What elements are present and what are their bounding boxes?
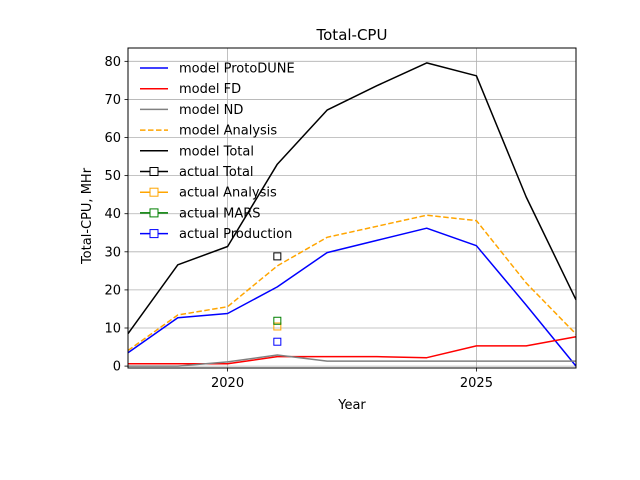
- y-axis-ticks: 0 10 20 30 40 50 60 70 80: [104, 55, 128, 375]
- legend-label: actual Analysis: [179, 186, 277, 201]
- legend-marker: [149, 187, 159, 197]
- legend-entry-model-nd: model ND: [140, 103, 243, 118]
- point-actual-analysis: [273, 322, 282, 331]
- line-model-nd: [128, 354, 576, 367]
- legend-label: model ND: [179, 103, 243, 118]
- legend-label: model Total: [179, 144, 254, 159]
- line-model-analysis: [127, 214, 577, 352]
- y-tick-label: 0: [113, 360, 121, 375]
- line-model-protodune: [127, 227, 577, 367]
- legend-entry-model-protodune: model ProtoDUNE: [140, 62, 295, 77]
- legend: model ProtoDUNE model FD model ND model Ana…: [140, 62, 295, 242]
- y-tick-label: 80: [104, 55, 121, 70]
- legend-marker: [149, 167, 159, 176]
- legend-label: actual MARS: [179, 206, 261, 221]
- point-actual-total: [273, 252, 282, 261]
- y-tick-label: 70: [104, 93, 121, 108]
- legend-label: model Analysis: [179, 124, 277, 139]
- y-tick-label: 20: [104, 283, 121, 298]
- series-lines: [127, 62, 577, 367]
- legend-entry-model-total: model Total: [140, 144, 254, 159]
- point-actual-mars: [273, 316, 282, 325]
- y-tick-label: 30: [104, 245, 121, 260]
- legend-label: actual Production: [179, 227, 292, 242]
- series-markers: [273, 252, 282, 346]
- plot-frame: [127, 47, 577, 369]
- x-tick-label: 2025: [460, 376, 493, 391]
- x-tick-label: 2020: [211, 376, 244, 391]
- legend-entry-model-analysis: model Analysis: [140, 124, 277, 139]
- legend-entry-actual-mars: actual MARS: [140, 206, 261, 221]
- chart-title: Total-CPU: [316, 26, 388, 44]
- legend-label: actual Total: [179, 165, 254, 180]
- legend-entry-actual-production: actual Production: [140, 227, 292, 242]
- x-axis-label: Year: [337, 398, 366, 413]
- legend-marker: [149, 229, 159, 239]
- x-axis-ticks: 2020 2025: [211, 368, 493, 391]
- y-tick-label: 40: [104, 207, 121, 222]
- y-tick-label: 50: [104, 169, 121, 184]
- grid-lines: [128, 48, 576, 368]
- legend-entry-actual-total: actual Total: [140, 165, 254, 180]
- legend-marker: [149, 208, 159, 218]
- y-tick-label: 60: [104, 131, 121, 146]
- legend-label: model FD: [179, 82, 241, 97]
- y-tick-label: 10: [104, 322, 121, 337]
- y-axis-label: Total-CPU, MHr: [80, 167, 95, 265]
- point-actual-production: [273, 337, 282, 346]
- legend-entry-model-fd: model FD: [140, 82, 241, 97]
- legend-label: model ProtoDUNE: [179, 62, 295, 77]
- line-model-total: [127, 62, 577, 335]
- legend-entry-actual-analysis: actual Analysis: [140, 186, 277, 201]
